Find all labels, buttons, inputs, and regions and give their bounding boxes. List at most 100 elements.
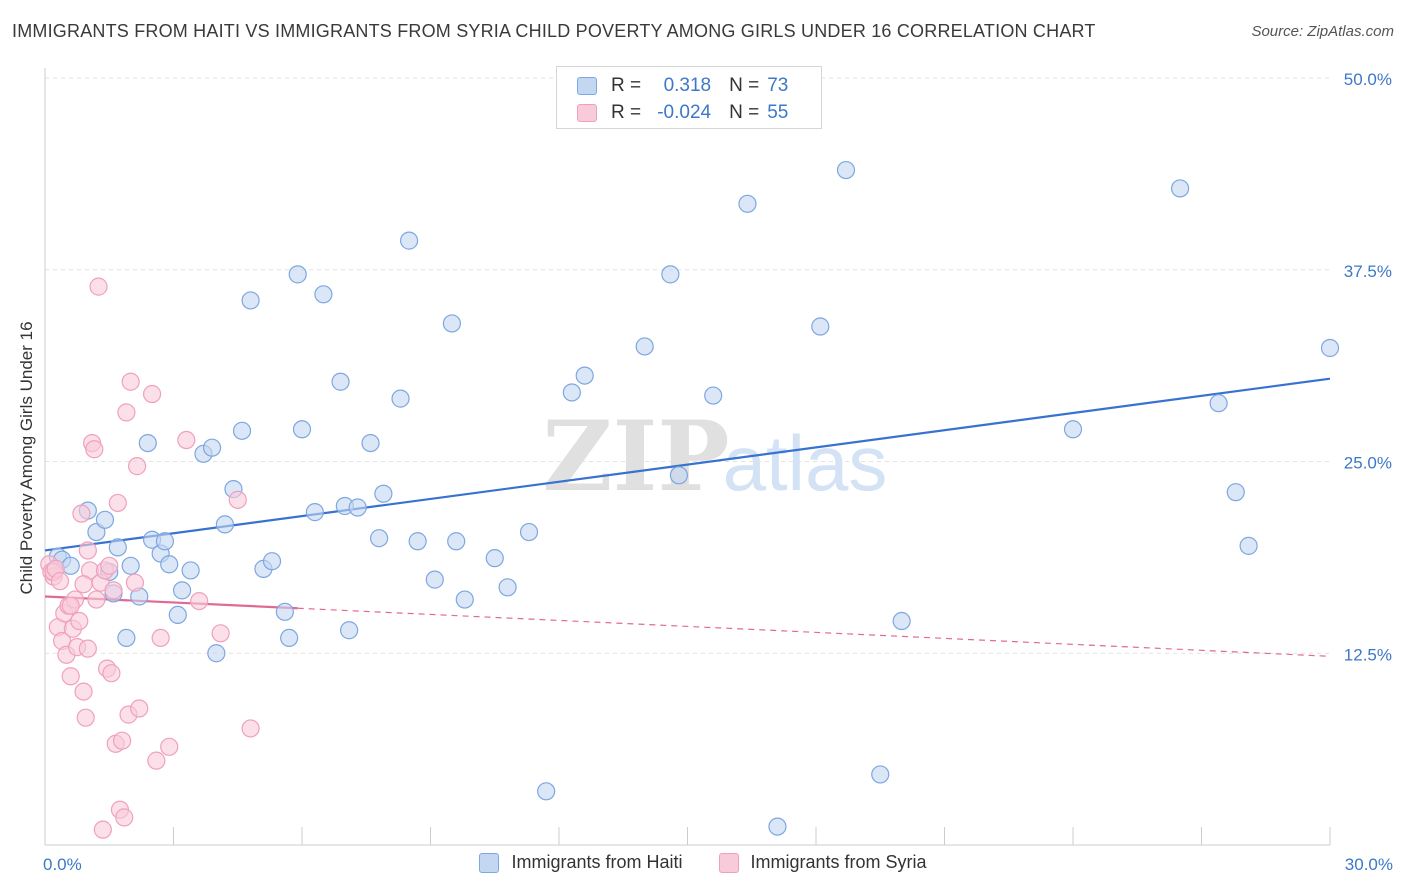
haiti-point — [232, 421, 252, 440]
haiti-point — [331, 372, 350, 391]
data-points — [40, 160, 1340, 839]
syria-point — [115, 808, 134, 827]
haiti-point — [447, 532, 466, 551]
series-legend-haiti: Immigrants from Haiti — [479, 852, 683, 873]
correlation-legend: R = 0.318 N = 73 R = -0.024 N = 55 — [556, 66, 822, 129]
syria-point — [61, 596, 80, 615]
haiti-point — [95, 510, 115, 529]
haiti-point — [138, 433, 157, 453]
syria-point — [85, 440, 104, 459]
axes — [44, 68, 1331, 846]
syria-point — [130, 699, 149, 718]
haiti-trend-line — [44, 377, 1331, 552]
haiti-point — [485, 549, 504, 568]
legend-swatch-syria — [577, 104, 597, 122]
haiti-point — [168, 605, 187, 625]
haiti-point — [262, 552, 282, 571]
series-swatch-haiti — [479, 852, 500, 873]
syria-point — [72, 504, 91, 523]
haiti-point — [155, 532, 175, 551]
haiti-point — [399, 231, 419, 250]
haiti-point — [1320, 338, 1340, 358]
syria-point — [87, 590, 106, 609]
syria-point — [108, 493, 127, 513]
x-tick-label: 30.0% — [1345, 855, 1393, 874]
series-legend-label: Immigrants from Syria — [750, 852, 927, 872]
haiti-point — [160, 555, 179, 574]
syria-point — [100, 556, 119, 575]
grid-lines — [45, 77, 1330, 654]
haiti-point — [1239, 536, 1258, 555]
chart-title: IMMIGRANTS FROM HAITI VS IMMIGRANTS FROM… — [12, 21, 1096, 41]
haiti-point — [1226, 483, 1245, 502]
trend-lines — [44, 377, 1331, 657]
source-credit: Source: ZipAtlas.com — [1251, 23, 1394, 40]
haiti-point — [370, 529, 389, 548]
legend-r-value: 0.318 — [663, 75, 712, 96]
x-tick-label: 0.0% — [43, 855, 82, 874]
haiti-point — [305, 503, 324, 522]
haiti-point — [455, 590, 474, 609]
y-tick-label: 12.5% — [1344, 645, 1392, 664]
series-swatch-syria — [718, 852, 739, 873]
haiti-point — [108, 538, 127, 557]
haiti-point — [442, 314, 462, 333]
haiti-point — [361, 433, 380, 453]
haiti-point — [374, 484, 393, 503]
haiti-point — [61, 556, 80, 575]
syria-point — [102, 664, 121, 683]
syria-point — [151, 628, 170, 648]
tick-labels: 12.5% 25.0% 37.5% 50.0% 0.0% 30.0% — [43, 70, 1393, 874]
syria-point — [78, 639, 97, 658]
haiti-point — [836, 160, 856, 180]
series-legend-syria: Immigrants from Syria — [718, 852, 927, 873]
syria-point — [127, 457, 147, 476]
haiti-point — [425, 570, 444, 589]
syria-point — [211, 624, 230, 643]
watermark: ZIP atlas — [542, 400, 887, 513]
haiti-point — [340, 621, 359, 640]
syria-point — [160, 737, 179, 756]
haiti-point — [669, 466, 689, 485]
haiti-point — [537, 782, 556, 801]
haiti-point — [292, 420, 312, 439]
syria-point — [50, 572, 70, 591]
haiti-point — [288, 265, 307, 284]
legend-r-label: R = — [611, 102, 642, 123]
haiti-point — [575, 366, 594, 385]
series-legend-label: Immigrants from Haiti — [511, 852, 683, 872]
haiti-point — [207, 644, 226, 663]
haiti-point — [391, 389, 410, 408]
haiti-point — [87, 522, 106, 542]
haiti-point — [172, 581, 192, 600]
syria-point — [125, 573, 145, 592]
syria-point — [147, 751, 166, 770]
haiti-point — [811, 317, 830, 336]
haiti-point — [215, 515, 234, 534]
syria-point — [104, 581, 123, 600]
haiti-point — [635, 337, 654, 356]
haiti-point — [871, 765, 890, 784]
y-tick-label: 25.0% — [1344, 454, 1392, 473]
haiti-point — [519, 522, 539, 542]
legend-swatch-haiti — [577, 77, 597, 95]
syria-trend-line — [44, 595, 298, 610]
haiti-point — [348, 498, 367, 517]
syria-point — [142, 384, 162, 404]
watermark-atlas: atlas — [723, 419, 888, 507]
haiti-point — [117, 628, 136, 648]
syria-point — [70, 611, 89, 631]
syria-point — [76, 708, 95, 727]
haiti-point — [121, 556, 140, 575]
syria-point — [112, 731, 132, 750]
haiti-point — [738, 194, 757, 213]
haiti-point — [314, 285, 333, 304]
syria-point — [228, 490, 247, 509]
legend-r-value: -0.024 — [657, 102, 712, 123]
syria-point — [121, 372, 140, 391]
haiti-point — [1170, 179, 1190, 198]
y-tick-label: 37.5% — [1344, 262, 1392, 281]
legend-n-label: N = — [729, 102, 760, 123]
watermark-zip: ZIP — [542, 400, 729, 513]
